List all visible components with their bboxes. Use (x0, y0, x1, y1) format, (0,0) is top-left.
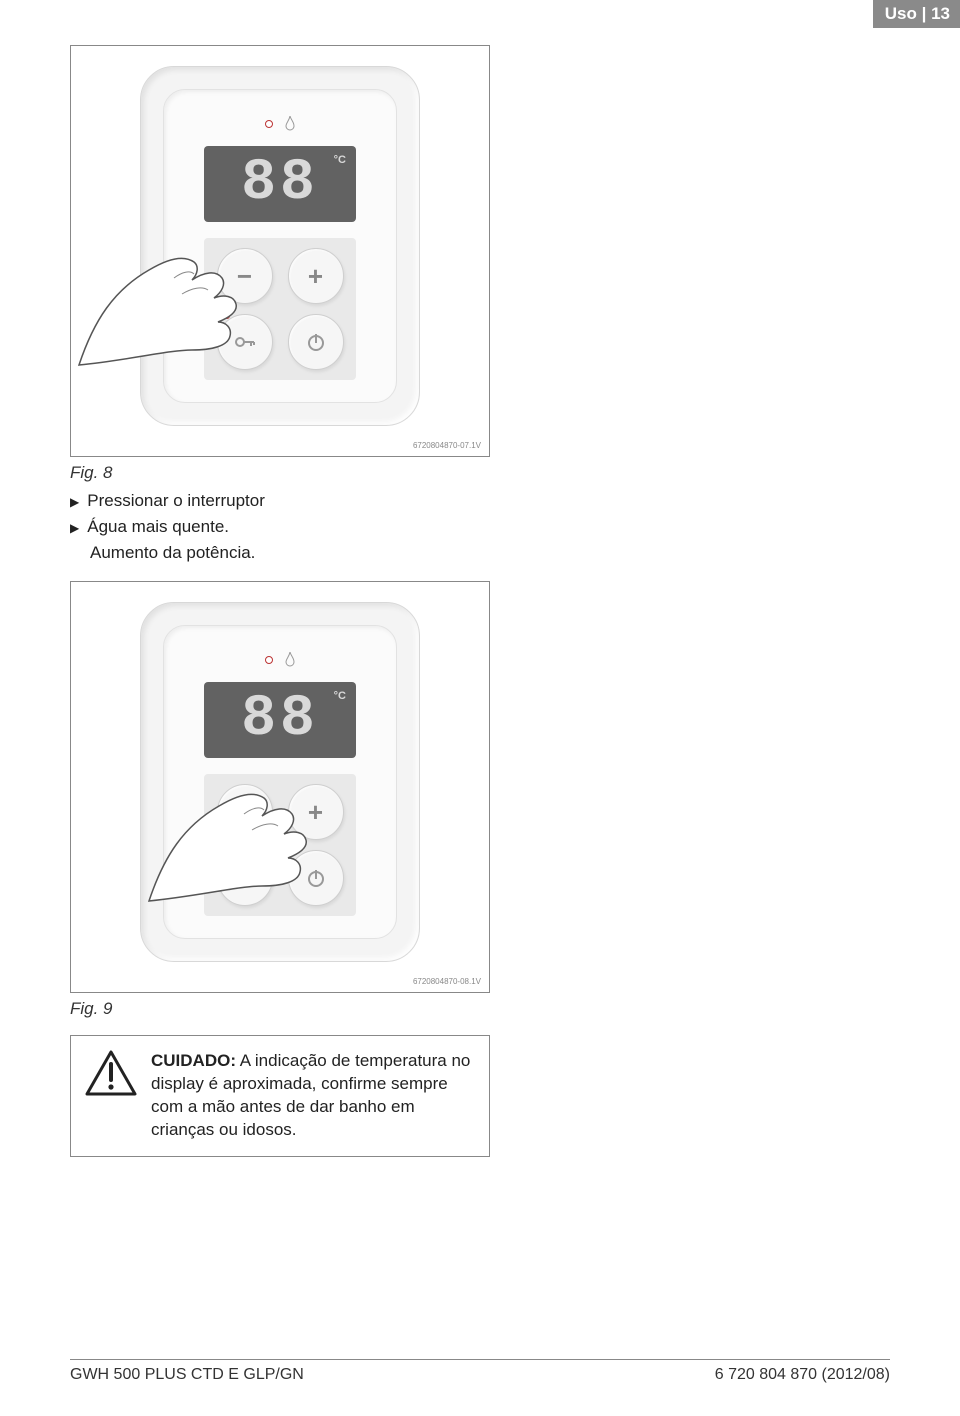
footer-left: GWH 500 PLUS CTD E GLP/GN (70, 1366, 304, 1384)
warning-icon (85, 1050, 137, 1101)
power-icon (304, 866, 328, 890)
figure-8: 88 °C − + (70, 45, 490, 457)
button-panel: − + (204, 774, 356, 916)
minus-button[interactable]: − (217, 248, 273, 304)
instruction-item: ▶ Água mais quente. (70, 515, 490, 541)
plus-button[interactable]: + (288, 784, 344, 840)
plus-button[interactable]: + (288, 248, 344, 304)
display-value: 88 (241, 155, 319, 213)
warning-lead: CUIDADO: (151, 1051, 236, 1070)
bullet-icon: ▶ (70, 491, 79, 513)
temperature-display: 88 °C (204, 682, 356, 758)
status-led (265, 656, 273, 664)
temperature-display: 88 °C (204, 146, 356, 222)
main-column: 88 °C − + (70, 45, 490, 1157)
header-tag: Uso | 13 (873, 0, 960, 28)
key-icon (233, 866, 257, 890)
figure-9: 88 °C − + (70, 581, 490, 993)
status-led-row (164, 652, 396, 668)
instruction-subtext: Aumento da potência. (90, 543, 255, 563)
minus-label: − (237, 797, 252, 828)
warning-box: CUIDADO: A indicação de temperatura no d… (70, 1035, 490, 1157)
flame-icon (285, 652, 295, 668)
warning-text: CUIDADO: A indicação de temperatura no d… (151, 1050, 475, 1142)
device-inner-panel: 88 °C − + (163, 89, 397, 403)
display-unit: °C (334, 154, 346, 166)
key-button[interactable] (217, 314, 273, 370)
device-outer-frame: 88 °C − + (140, 66, 420, 426)
bullet-icon: ▶ (70, 517, 79, 539)
power-icon (304, 330, 328, 354)
minus-label: − (237, 261, 252, 292)
device-inner-panel: 88 °C − + (163, 625, 397, 939)
power-button[interactable] (288, 850, 344, 906)
footer-right: 6 720 804 870 (2012/08) (715, 1366, 890, 1384)
instruction-sub: Aumento da potência. (70, 541, 490, 565)
key-led (224, 849, 230, 855)
device-outer-frame: 88 °C − + (140, 602, 420, 962)
flame-icon (285, 116, 295, 132)
figure-9-label: Fig. 9 (70, 999, 490, 1019)
header-section: Uso (885, 4, 917, 23)
instruction-text: Água mais quente. (87, 517, 229, 537)
button-panel: − + (204, 238, 356, 380)
instruction-list: ▶ Pressionar o interruptor ▶ Água mais q… (70, 489, 490, 565)
figure-code: 6720804870-07.1V (413, 441, 481, 450)
display-unit: °C (334, 690, 346, 702)
plus-label: + (308, 261, 323, 292)
instruction-text: Pressionar o interruptor (87, 491, 265, 511)
figure-code: 6720804870-08.1V (413, 977, 481, 986)
page-footer: GWH 500 PLUS CTD E GLP/GN 6 720 804 870 … (70, 1359, 890, 1384)
key-led (224, 313, 230, 319)
key-icon (233, 330, 257, 354)
display-value: 88 (241, 691, 319, 749)
minus-button[interactable]: − (217, 784, 273, 840)
status-led (265, 120, 273, 128)
status-led-row (164, 116, 396, 132)
plus-label: + (308, 797, 323, 828)
power-button[interactable] (288, 314, 344, 370)
header-page: 13 (931, 4, 950, 23)
instruction-item: ▶ Pressionar o interruptor (70, 489, 490, 515)
figure-8-label: Fig. 8 (70, 463, 490, 483)
key-button[interactable] (217, 850, 273, 906)
